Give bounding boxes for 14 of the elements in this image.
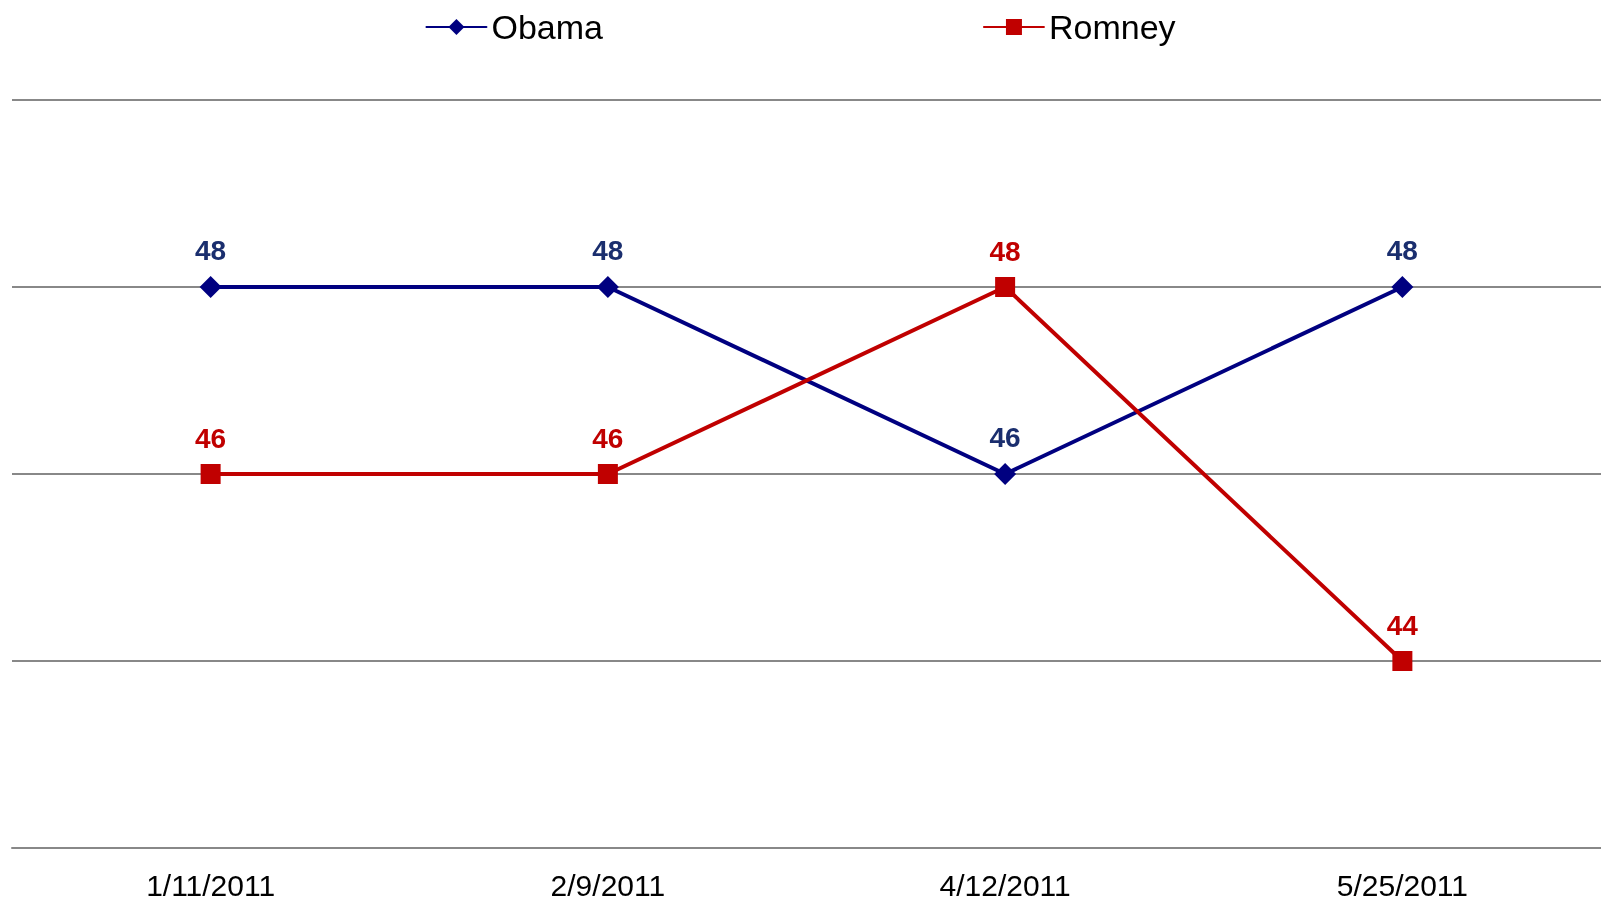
x-tick-label: 4/12/2011 <box>939 868 1071 900</box>
data-label: 48 <box>1386 234 1418 266</box>
data-label: 48 <box>195 234 227 266</box>
data-label: 44 <box>1386 609 1419 641</box>
x-tick-label: 5/25/2011 <box>1336 868 1468 900</box>
data-label: 46 <box>989 421 1021 453</box>
x-tick-label: 1/11/2011 <box>146 868 276 900</box>
data-label: 48 <box>592 234 624 266</box>
data-label: 46 <box>592 422 624 454</box>
x-tick-label: 2/9/2011 <box>550 868 666 900</box>
data-label: 46 <box>195 422 227 454</box>
legend-label: Romney <box>1048 8 1176 46</box>
legend-label: Obama <box>491 8 604 46</box>
data-label: 48 <box>989 235 1021 267</box>
